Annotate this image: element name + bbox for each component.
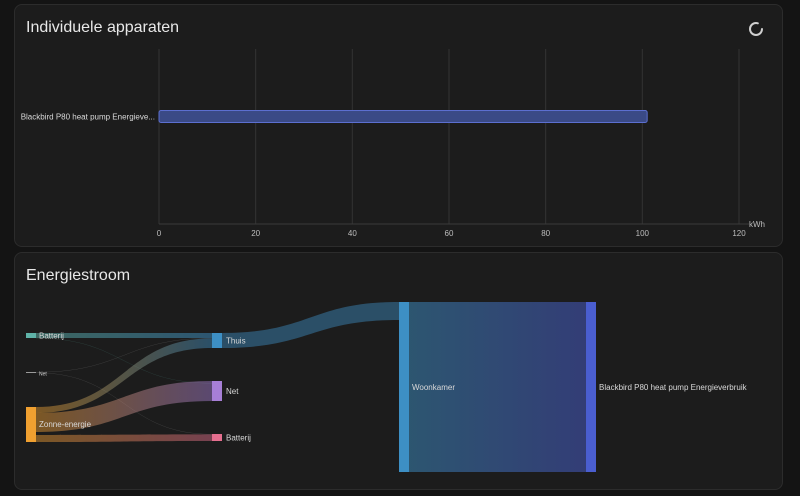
node-batt_in	[26, 333, 36, 338]
devices-card: Individuele apparaten 0 20 40 60 80 100 120 kWh…	[14, 4, 783, 247]
node-label-home: Thuis	[226, 337, 246, 346]
node-label-batt_in: Batterij	[39, 332, 64, 341]
x-tick-label: 0	[157, 229, 162, 238]
node-home	[212, 333, 222, 348]
x-tick-label: 40	[348, 229, 357, 238]
refresh-button[interactable]	[748, 21, 764, 37]
refresh-icon	[749, 22, 763, 36]
flow-link-home-to-room	[222, 302, 399, 348]
node-label-solar: Zonne-energie	[39, 420, 92, 429]
devices-card-title: Individuele apparaten	[26, 19, 180, 36]
flow-link-room-to-device	[409, 302, 586, 472]
node-room	[399, 302, 409, 472]
flow-link-batt_in-to-net_out	[36, 338, 212, 384]
x-tick-label: 80	[541, 229, 550, 238]
category-label: Blackbird P80 heat pump Energieve...	[21, 113, 155, 122]
node-net_in	[26, 372, 36, 373]
x-tick-label: 60	[445, 229, 454, 238]
flow-link-batt_in-to-home	[36, 333, 212, 338]
energy-flow-sankey: Batterij Net Zonne-energie Thuis Net Batterij…	[26, 302, 748, 472]
x-axis-unit: kWh	[749, 220, 765, 229]
node-solar	[26, 407, 36, 442]
x-tick-label: 120	[732, 229, 746, 238]
energy-flow-card: Energiestroom Batterij Net	[14, 252, 783, 490]
node-label-net_out: Net	[226, 387, 239, 396]
node-label-batt_out: Batterij	[226, 434, 251, 443]
x-tick-label: 100	[636, 229, 650, 238]
flow-link-solar-to-batt_out	[36, 434, 212, 442]
flow-link-net_in-to-home	[36, 338, 212, 373]
node-batt_out	[212, 434, 222, 441]
node-label-device: Blackbird P80 heat pump Energieverbruik	[599, 383, 748, 392]
bar	[158, 110, 648, 123]
node-label-room: Woonkamer	[412, 383, 455, 392]
flow-link-solar-to-net_out	[36, 381, 212, 432]
energy-flow-card-title: Energiestroom	[26, 267, 131, 284]
node-label-net_in: Net	[39, 372, 47, 378]
flow-link-solar-to-home	[36, 338, 212, 413]
node-net_out	[212, 381, 222, 401]
x-tick-label: 20	[251, 229, 260, 238]
node-device	[586, 302, 596, 472]
